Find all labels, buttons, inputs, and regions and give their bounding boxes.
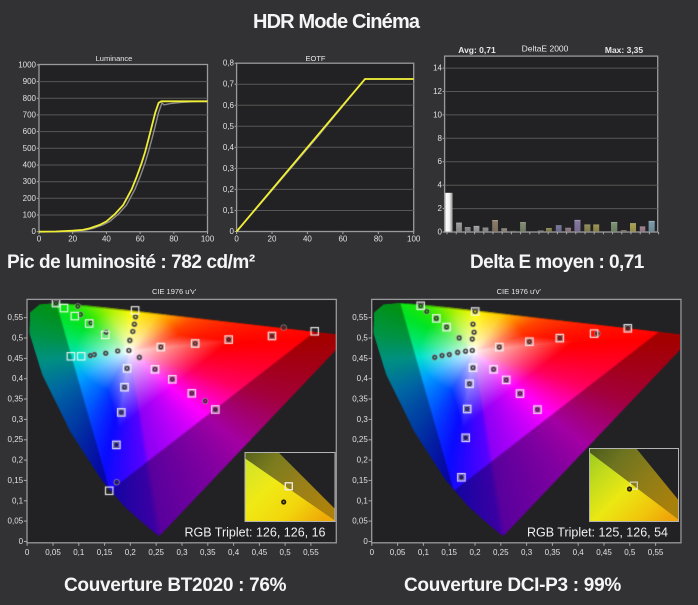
svg-text:Max: 3,35: Max: 3,35 <box>605 45 644 55</box>
svg-text:0,05: 0,05 <box>390 548 406 557</box>
svg-text:0,3: 0,3 <box>521 548 533 557</box>
svg-text:0,4: 0,4 <box>357 374 369 383</box>
svg-text:0,05: 0,05 <box>352 517 368 526</box>
svg-text:0,2: 0,2 <box>469 548 481 557</box>
svg-text:200: 200 <box>23 194 37 203</box>
svg-text:300: 300 <box>23 177 37 186</box>
svg-text:0,8: 0,8 <box>223 59 235 68</box>
svg-text:0,45: 0,45 <box>252 548 268 557</box>
svg-text:0,4: 0,4 <box>573 548 585 557</box>
svg-text:100: 100 <box>407 235 421 244</box>
svg-text:RGB Triplet: 126, 126, 16: RGB Triplet: 126, 126, 16 <box>184 526 325 540</box>
svg-text:0,15: 0,15 <box>97 548 113 557</box>
svg-text:0,1: 0,1 <box>223 206 235 215</box>
svg-text:0: 0 <box>37 235 42 244</box>
svg-text:80: 80 <box>374 235 383 244</box>
svg-text:0,15: 0,15 <box>8 476 24 485</box>
svg-text:0,15: 0,15 <box>352 476 368 485</box>
svg-text:0,2: 0,2 <box>12 456 24 465</box>
svg-text:60: 60 <box>136 235 145 244</box>
svg-text:0: 0 <box>438 228 443 237</box>
svg-text:0: 0 <box>230 227 235 236</box>
svg-text:60: 60 <box>338 235 347 244</box>
svg-text:0: 0 <box>234 235 239 244</box>
svg-text:0,55: 0,55 <box>648 548 664 557</box>
svg-text:0,2: 0,2 <box>223 185 235 194</box>
svg-text:0,3: 0,3 <box>223 164 235 173</box>
svg-text:0,05: 0,05 <box>45 548 61 557</box>
svg-text:8: 8 <box>438 134 443 143</box>
svg-text:0,25: 0,25 <box>8 435 24 444</box>
svg-text:0,45: 0,45 <box>352 354 368 363</box>
svg-text:0: 0 <box>32 227 37 236</box>
svg-text:RGB Triplet: 125, 126, 54: RGB Triplet: 125, 126, 54 <box>527 526 668 540</box>
svg-text:0,1: 0,1 <box>73 548 85 557</box>
svg-text:0,35: 0,35 <box>8 395 24 404</box>
svg-text:500: 500 <box>23 144 37 153</box>
svg-text:20: 20 <box>68 235 77 244</box>
svg-text:40: 40 <box>303 235 312 244</box>
svg-text:0,6: 0,6 <box>223 101 235 110</box>
svg-text:0,2: 0,2 <box>125 548 137 557</box>
svg-text:100: 100 <box>23 211 37 220</box>
svg-text:DeltaE 2000: DeltaE 2000 <box>522 44 569 54</box>
svg-text:0: 0 <box>370 548 375 557</box>
svg-text:0,2: 0,2 <box>357 456 369 465</box>
svg-text:0,4: 0,4 <box>228 548 240 557</box>
svg-text:0,3: 0,3 <box>357 415 369 424</box>
svg-text:0,35: 0,35 <box>352 395 368 404</box>
svg-text:0,15: 0,15 <box>441 548 457 557</box>
svg-text:0,25: 0,25 <box>352 435 368 444</box>
svg-text:0,1: 0,1 <box>357 496 369 505</box>
svg-text:0,45: 0,45 <box>596 548 612 557</box>
svg-text:CIE 1976 u′v′: CIE 1976 u′v′ <box>152 287 197 296</box>
svg-text:0,25: 0,25 <box>148 548 164 557</box>
svg-text:400: 400 <box>23 161 37 170</box>
svg-text:40: 40 <box>102 235 111 244</box>
svg-text:10: 10 <box>433 110 442 119</box>
svg-text:0: 0 <box>363 537 368 546</box>
svg-text:900: 900 <box>23 77 37 86</box>
svg-text:0,7: 0,7 <box>223 80 235 89</box>
svg-text:2: 2 <box>438 204 443 213</box>
svg-text:0,45: 0,45 <box>8 354 24 363</box>
svg-text:0,25: 0,25 <box>493 548 509 557</box>
svg-text:0,3: 0,3 <box>176 548 188 557</box>
svg-text:0,5: 0,5 <box>12 334 24 343</box>
svg-text:0,1: 0,1 <box>418 548 430 557</box>
svg-text:700: 700 <box>23 110 37 119</box>
svg-text:0,5: 0,5 <box>357 334 369 343</box>
svg-text:0,55: 0,55 <box>8 313 24 322</box>
svg-text:0,3: 0,3 <box>12 415 24 424</box>
svg-text:80: 80 <box>169 235 178 244</box>
svg-text:CIE 1976 u′v′: CIE 1976 u′v′ <box>497 287 542 296</box>
svg-text:0: 0 <box>19 537 24 546</box>
svg-text:0,35: 0,35 <box>545 548 561 557</box>
svg-text:0,05: 0,05 <box>8 517 24 526</box>
svg-text:12: 12 <box>433 87 442 96</box>
svg-text:Avg: 0,71: Avg: 0,71 <box>458 45 496 55</box>
svg-text:0,55: 0,55 <box>352 313 368 322</box>
svg-text:0,5: 0,5 <box>280 548 292 557</box>
svg-text:0,4: 0,4 <box>223 143 235 152</box>
svg-text:800: 800 <box>23 94 37 103</box>
svg-text:0: 0 <box>25 548 30 557</box>
svg-text:0,1: 0,1 <box>12 496 24 505</box>
svg-text:Luminance: Luminance <box>96 54 133 63</box>
svg-text:20: 20 <box>268 235 277 244</box>
svg-text:EOTF: EOTF <box>306 54 326 63</box>
svg-text:0,5: 0,5 <box>624 548 636 557</box>
svg-text:1000: 1000 <box>18 60 36 69</box>
svg-text:0,5: 0,5 <box>223 122 235 131</box>
svg-text:6: 6 <box>438 157 443 166</box>
svg-text:0,35: 0,35 <box>200 548 216 557</box>
svg-text:0,4: 0,4 <box>12 374 24 383</box>
svg-text:0,55: 0,55 <box>303 548 319 557</box>
svg-text:14: 14 <box>433 64 442 73</box>
svg-text:100: 100 <box>201 235 215 244</box>
svg-text:4: 4 <box>438 181 443 190</box>
svg-text:600: 600 <box>23 127 37 136</box>
